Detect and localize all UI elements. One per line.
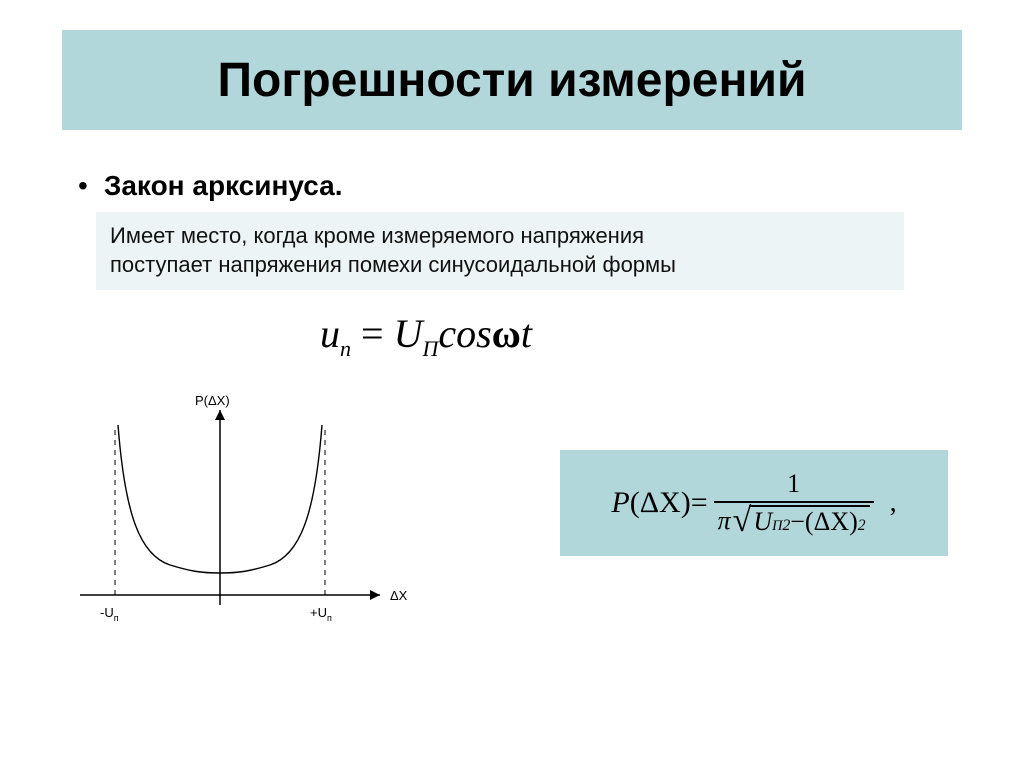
x-axis-label: ΔX — [390, 588, 408, 603]
main-formula: uп = UПcosωt — [320, 310, 532, 362]
pdf-lhs: P(ΔX) — [611, 486, 690, 520]
description-line-2: поступает напряжения помехи синусоидальн… — [110, 251, 890, 280]
y-axis-label: P(ΔX) — [195, 395, 230, 408]
pdf-formula-box: P(ΔX) = 1 π √ UП2 − (ΔX)2 , — [560, 450, 948, 556]
x-pos-label: +Uп — [310, 605, 332, 623]
formula-U-sub: П — [422, 336, 438, 361]
title-bar: Погрешности измерений — [62, 30, 962, 130]
arcsine-chart: P(ΔX) ΔX -Uп +Uп — [70, 395, 450, 655]
subtitle-row: • Закон арксинуса. — [78, 170, 343, 202]
formula-u: u — [320, 311, 340, 356]
pdf-radical: √ UП2 − (ΔX)2 — [733, 505, 870, 537]
bullet-dot: • — [78, 170, 88, 202]
pdf-numerator: 1 — [779, 469, 808, 501]
y-axis-arrow — [215, 410, 225, 420]
pdf-formula: P(ΔX) = 1 π √ UП2 − (ΔX)2 , — [611, 469, 896, 537]
x-axis-arrow — [370, 590, 380, 600]
formula-U: U — [394, 311, 423, 356]
chart-svg: P(ΔX) ΔX -Uп +Uп — [70, 395, 450, 655]
pdf-trailing-comma: , — [890, 487, 897, 519]
page-title: Погрешности измерений — [218, 53, 807, 108]
pdf-eq: = — [691, 486, 708, 520]
formula-u-sub: п — [340, 336, 351, 361]
subtitle-text: Закон арксинуса. — [104, 170, 343, 202]
formula-omega: ω — [492, 311, 521, 356]
formula-t: t — [521, 311, 532, 356]
formula-cos: cos — [438, 311, 491, 356]
x-neg-label: -Uп — [100, 605, 119, 623]
formula-eq: = — [351, 311, 394, 356]
description-line-1: Имеет место, когда кроме измеряемого нап… — [110, 222, 890, 251]
description-box: Имеет место, когда кроме измеряемого нап… — [96, 212, 904, 290]
pdf-denominator: π √ UП2 − (ΔX)2 — [714, 503, 874, 537]
pdf-fraction: 1 π √ UП2 − (ΔX)2 — [714, 469, 874, 537]
